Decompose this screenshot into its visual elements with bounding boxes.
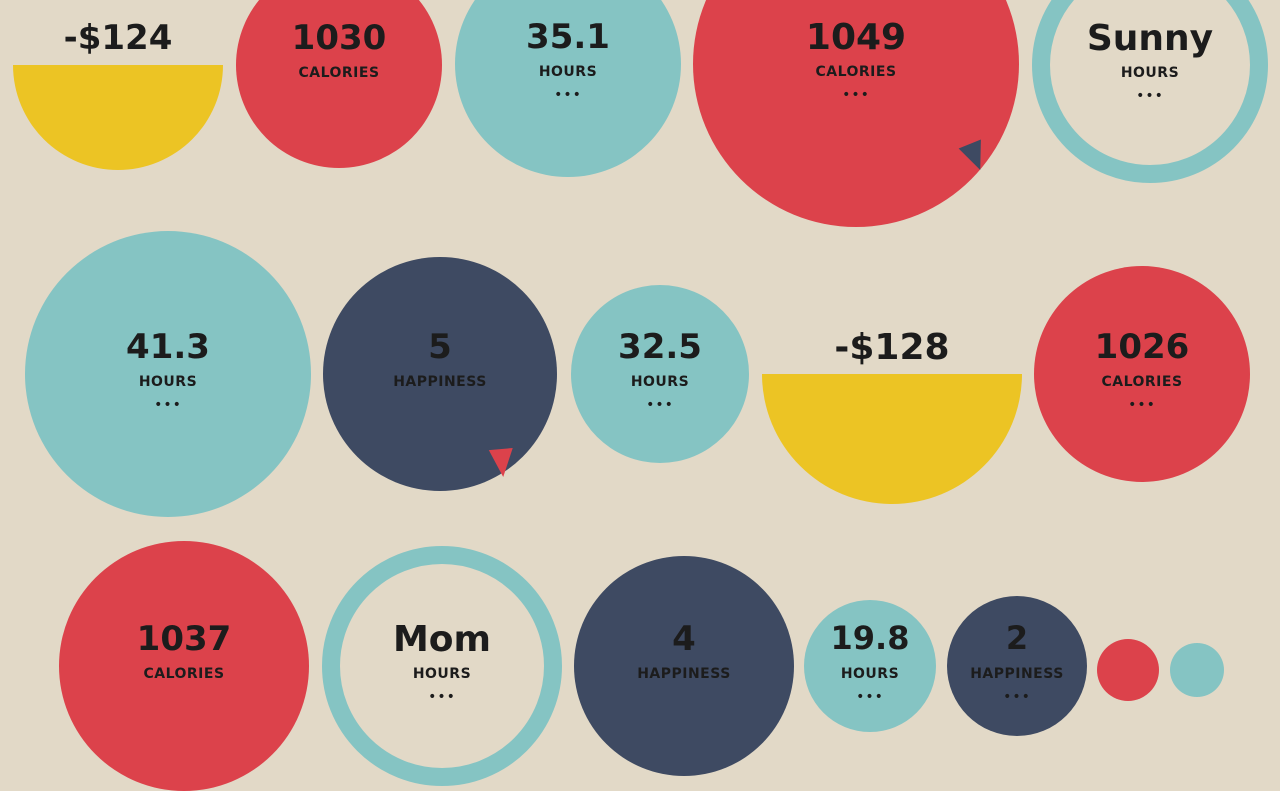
stat-value: 4 [672,619,696,659]
circle-shape [571,285,749,463]
stat-tile-16 [1097,639,1159,701]
stat-value: -$124 [63,18,173,58]
stat-tile-13: 4 HAPPINESS [574,556,794,776]
stat-tile-6: 41.3 HOURS ••• [25,231,311,517]
more-dots-icon[interactable]: ••• [154,397,182,413]
stat-value: 41.3 [126,327,210,367]
stat-unit-label: HOURS [840,666,900,682]
stat-value: 35.1 [526,17,610,57]
stat-unit-label: HOURS [538,64,598,80]
bubble-stats-board: -$124 1030 CALORIES 35.1 HOURS ••• 1049 CALORIE… [13,0,1268,791]
stat-unit-label: HAPPINESS [970,666,1064,682]
stat-unit-label: HOURS [1120,65,1180,81]
stat-unit-label: HOURS [630,374,690,390]
stat-unit-label: HOURS [138,374,198,390]
stat-unit-label: CALORIES [298,65,380,81]
stat-unit-label: HOURS [412,666,472,682]
circle-shape [947,596,1087,736]
stat-tile-9: -$128 [762,244,1022,504]
stat-tile-15: 2 HAPPINESS ••• [947,596,1087,736]
circle-shape [323,257,557,491]
stat-unit-label: CALORIES [815,64,897,80]
circle-shape [25,231,311,517]
stat-tile-14: 19.8 HOURS ••• [804,600,936,732]
stat-unit-label: CALORIES [143,666,225,682]
half-circle-shape [762,374,1022,504]
stat-value: 1030 [291,18,387,58]
stat-value: Mom [392,619,492,660]
more-dots-icon[interactable]: ••• [428,689,456,705]
stat-tile-8: 32.5 HOURS ••• [571,285,749,463]
stat-value: 32.5 [618,327,702,367]
stat-tile-1: -$124 [13,0,223,170]
stat-tile-12: Mom HOURS ••• [322,546,562,786]
stat-value: 2 [1005,619,1029,657]
circle-shape [804,600,936,732]
circle-shape [455,0,681,177]
stat-tile-7: 5 HAPPINESS [323,257,557,491]
stat-tile-17 [1170,643,1224,697]
more-dots-icon[interactable]: ••• [1136,88,1164,104]
stat-tile-2: 1030 CALORIES [236,0,442,168]
stat-unit-label: CALORIES [1101,374,1183,390]
stat-value: 19.8 [830,619,910,657]
more-dots-icon[interactable]: ••• [554,87,582,103]
stat-tile-10: 1026 CALORIES ••• [1034,266,1250,482]
stat-value: Sunny [1086,18,1214,59]
stat-value: -$128 [834,327,950,368]
more-dots-icon[interactable]: ••• [856,689,884,705]
stat-value: 5 [428,327,452,367]
stat-tile-4: 1049 CALORIES ••• [693,0,1019,227]
circle-shape [1034,266,1250,482]
stat-unit-label: HAPPINESS [393,374,487,390]
stat-value: 1049 [805,17,907,58]
circle-shape [1170,643,1224,697]
stat-tile-11: 1037 CALORIES [59,541,309,791]
stat-tile-5: Sunny HOURS ••• [1032,0,1268,183]
circle-shape [1097,639,1159,701]
half-circle-shape [13,65,223,170]
pointer-marker-icon [489,448,516,479]
stat-tile-3: 35.1 HOURS ••• [455,0,681,177]
more-dots-icon[interactable]: ••• [1003,689,1031,705]
more-dots-icon[interactable]: ••• [842,87,870,103]
more-dots-icon[interactable]: ••• [646,397,674,413]
stat-value: 1037 [136,619,232,659]
stat-value: 1026 [1094,327,1190,367]
more-dots-icon[interactable]: ••• [1128,397,1156,413]
circle-shape [236,0,442,168]
stat-unit-label: HAPPINESS [637,666,731,682]
